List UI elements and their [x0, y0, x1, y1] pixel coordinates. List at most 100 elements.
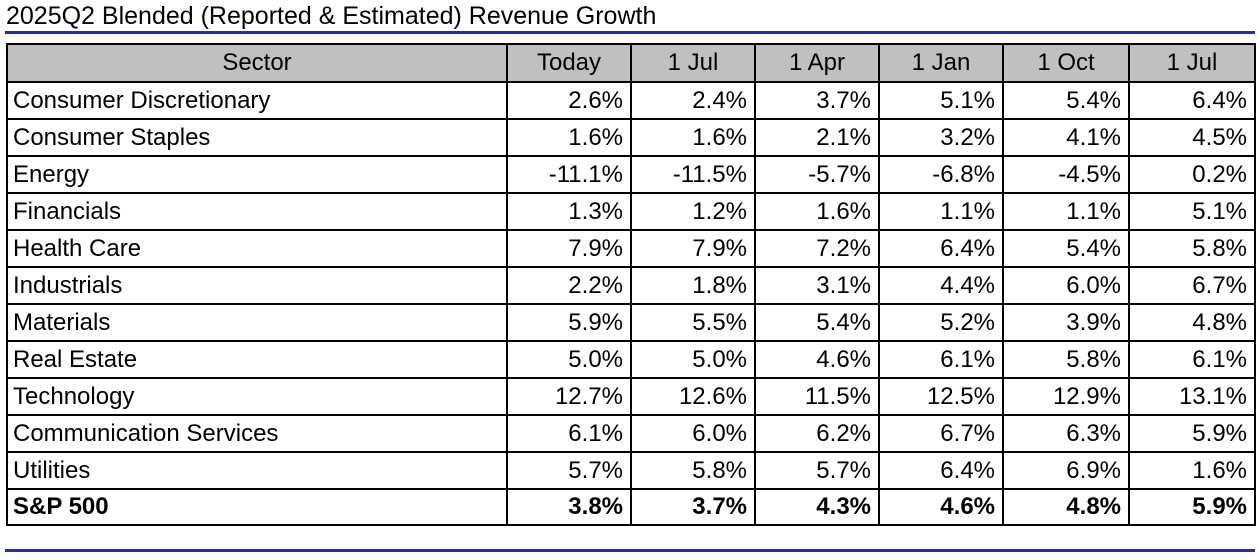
value-cell: 5.8% [1128, 229, 1256, 268]
value-cell: 6.2% [754, 414, 880, 453]
value-cell: 5.7% [754, 451, 880, 490]
value-cell: 4.8% [1128, 303, 1256, 342]
value-cell: 3.8% [506, 488, 632, 526]
value-cell: 5.4% [1002, 229, 1130, 268]
value-cell: -4.5% [1002, 155, 1130, 194]
sector-label: Real Estate [6, 340, 508, 379]
value-cell: 3.9% [1002, 303, 1130, 342]
header-col-2: 1 Jul [630, 43, 756, 83]
header-sector: Sector [6, 43, 508, 83]
sector-label: Materials [6, 303, 508, 342]
value-cell: 4.8% [1002, 488, 1130, 526]
sector-label: Financials [6, 192, 508, 231]
header-row: Sector Today 1 Jul 1 Apr 1 Jan 1 Oct 1 Jul [6, 43, 1256, 83]
sector-label: Communication Services [6, 414, 508, 453]
value-cell: 4.5% [1128, 118, 1256, 157]
sector-label: S&P 500 [6, 488, 508, 526]
header-col-4: 1 Jan [878, 43, 1004, 83]
value-cell: 3.7% [630, 488, 756, 526]
value-cell: 5.0% [630, 340, 756, 379]
sector-label: Industrials [6, 266, 508, 305]
value-cell: 1.6% [1128, 451, 1256, 490]
table-row: Financials 1.3% 1.2% 1.6% 1.1% 1.1% 5.1% [6, 192, 1256, 231]
value-cell: 1.1% [1002, 192, 1130, 231]
value-cell: 5.7% [506, 451, 632, 490]
value-cell: -11.5% [630, 155, 756, 194]
value-cell: 12.5% [878, 377, 1004, 416]
header-col-1: Today [506, 43, 632, 83]
value-cell: -11.1% [506, 155, 632, 194]
value-cell: 6.4% [878, 451, 1004, 490]
table-title: 2025Q2 Blended (Reported & Estimated) Re… [6, 2, 657, 30]
sector-label: Energy [6, 155, 508, 194]
value-cell: 5.5% [630, 303, 756, 342]
table-row: Consumer Discretionary 2.6% 2.4% 3.7% 5.1% 5.… [6, 81, 1256, 120]
value-cell: 6.1% [1128, 340, 1256, 379]
value-cell: 5.0% [506, 340, 632, 379]
header-col-5: 1 Oct [1002, 43, 1130, 83]
value-cell: 4.4% [878, 266, 1004, 305]
revenue-growth-table: Sector Today 1 Jul 1 Apr 1 Jan 1 Oct 1 Jul Con… [6, 43, 1256, 526]
table-body: Consumer Discretionary 2.6% 2.4% 3.7% 5.1% 5.… [6, 81, 1256, 526]
value-cell: 11.5% [754, 377, 880, 416]
value-cell: 2.4% [630, 81, 756, 120]
top-rule [5, 31, 1255, 34]
value-cell: 3.2% [878, 118, 1004, 157]
value-cell: 5.8% [1002, 340, 1130, 379]
table-row: Utilities 5.7% 5.8% 5.7% 6.4% 6.9% 1.6% [6, 451, 1256, 490]
value-cell: 5.4% [1002, 81, 1130, 120]
value-cell: -6.8% [878, 155, 1004, 194]
value-cell: 6.7% [1128, 266, 1256, 305]
value-cell: 6.0% [630, 414, 756, 453]
value-cell: 6.9% [1002, 451, 1130, 490]
value-cell: 3.7% [754, 81, 880, 120]
value-cell: 13.1% [1128, 377, 1256, 416]
header-col-6: 1 Jul [1128, 43, 1256, 83]
value-cell: 7.9% [630, 229, 756, 268]
value-cell: 12.7% [506, 377, 632, 416]
value-cell: -5.7% [754, 155, 880, 194]
value-cell: 7.2% [754, 229, 880, 268]
value-cell: 0.2% [1128, 155, 1256, 194]
value-cell: 4.3% [754, 488, 880, 526]
table-row: Energy -11.1% -11.5% -5.7% -6.8% -4.5% 0.2% [6, 155, 1256, 194]
value-cell: 5.9% [1128, 488, 1256, 526]
total-row: S&P 500 3.8% 3.7% 4.3% 4.6% 4.8% 5.9% [6, 488, 1256, 526]
header-col-3: 1 Apr [754, 43, 880, 83]
value-cell: 7.9% [506, 229, 632, 268]
table-row: Real Estate 5.0% 5.0% 4.6% 6.1% 5.8% 6.1% [6, 340, 1256, 379]
value-cell: 6.4% [878, 229, 1004, 268]
value-cell: 4.1% [1002, 118, 1130, 157]
value-cell: 1.2% [630, 192, 756, 231]
value-cell: 2.2% [506, 266, 632, 305]
value-cell: 1.1% [878, 192, 1004, 231]
value-cell: 1.6% [754, 192, 880, 231]
value-cell: 6.0% [1002, 266, 1130, 305]
sector-label: Technology [6, 377, 508, 416]
table-row: Industrials 2.2% 1.8% 3.1% 4.4% 6.0% 6.7% [6, 266, 1256, 305]
table-row: Technology 12.7% 12.6% 11.5% 12.5% 12.9% 13.1% [6, 377, 1256, 416]
value-cell: 1.3% [506, 192, 632, 231]
value-cell: 6.1% [506, 414, 632, 453]
value-cell: 5.1% [878, 81, 1004, 120]
value-cell: 5.9% [506, 303, 632, 342]
value-cell: 1.8% [630, 266, 756, 305]
value-cell: 3.1% [754, 266, 880, 305]
value-cell: 4.6% [754, 340, 880, 379]
value-cell: 6.3% [1002, 414, 1130, 453]
bottom-rule [5, 549, 1255, 552]
value-cell: 6.4% [1128, 81, 1256, 120]
value-cell: 1.6% [630, 118, 756, 157]
table-row: Consumer Staples 1.6% 1.6% 2.1% 3.2% 4.1% 4.5% [6, 118, 1256, 157]
value-cell: 12.9% [1002, 377, 1130, 416]
value-cell: 5.4% [754, 303, 880, 342]
table-row: Communication Services 6.1% 6.0% 6.2% 6.7% 6.… [6, 414, 1256, 453]
sector-label: Health Care [6, 229, 508, 268]
sector-label: Utilities [6, 451, 508, 490]
value-cell: 4.6% [878, 488, 1004, 526]
value-cell: 5.1% [1128, 192, 1256, 231]
value-cell: 2.1% [754, 118, 880, 157]
value-cell: 6.7% [878, 414, 1004, 453]
value-cell: 12.6% [630, 377, 756, 416]
value-cell: 2.6% [506, 81, 632, 120]
